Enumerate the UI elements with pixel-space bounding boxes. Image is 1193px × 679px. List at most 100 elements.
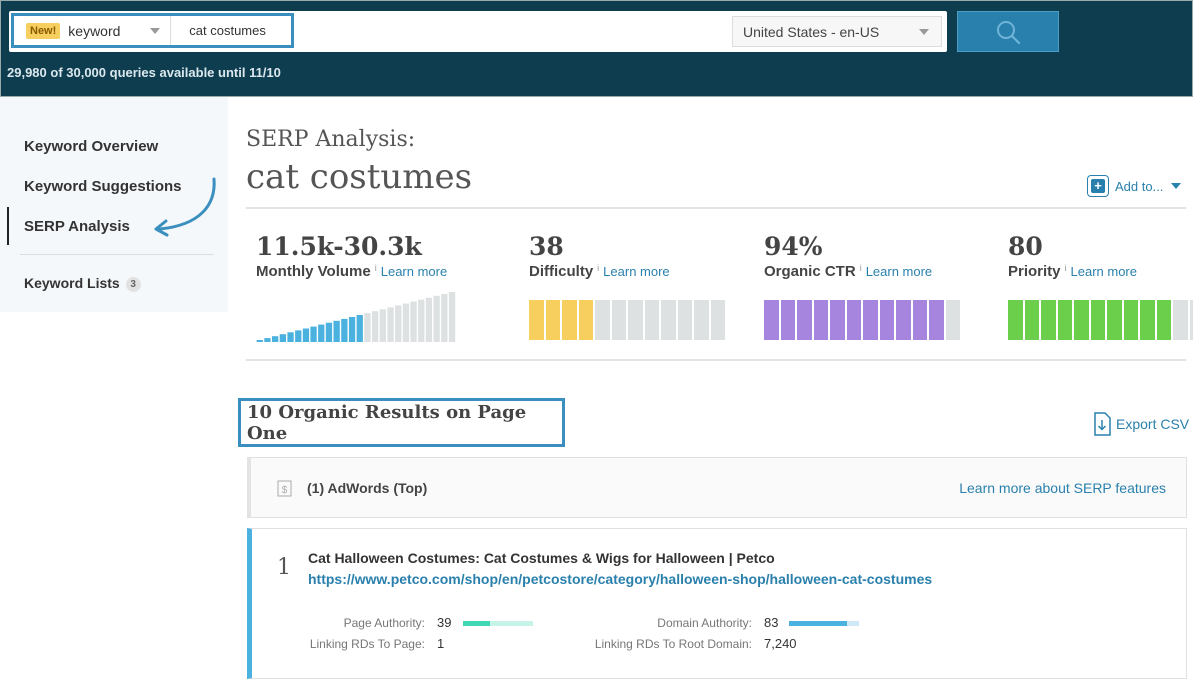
sidebar-item-serp-analysis[interactable]: SERP Analysis [24, 218, 130, 235]
domain-authority-value: 83 [764, 615, 779, 630]
volume-bar [302, 328, 310, 342]
export-csv-button[interactable]: Export CSV [1093, 412, 1189, 436]
learn-more-link[interactable]: Learn more [865, 264, 933, 279]
organic-ctr-bar [764, 300, 960, 340]
sidebar: Keyword Overview Keyword Suggestions SER… [0, 97, 228, 312]
bar-segment [764, 300, 779, 340]
result-card: 1 Cat Halloween Costumes: Cat Costumes &… [247, 528, 1187, 679]
volume-bar [264, 338, 271, 342]
annotation-arrow-icon [154, 177, 216, 237]
bar-segment [694, 300, 709, 340]
difficulty-bar [529, 300, 725, 340]
bar-segment [529, 300, 544, 340]
volume-bar [272, 336, 279, 342]
bar-segment [780, 300, 795, 340]
page-subtitle: SERP Analysis: [246, 127, 416, 152]
adwords-row[interactable]: $ (1) AdWords (Top) Learn more about SER… [247, 457, 1187, 518]
volume-bar [256, 340, 263, 342]
result-rank: 1 [277, 555, 291, 580]
metric-label-row: Organic CTR i Learn more [764, 263, 932, 280]
locale-value: United States - en-US [743, 23, 880, 40]
divider [170, 16, 172, 45]
volume-bar [325, 322, 333, 342]
volume-bar [395, 305, 402, 342]
chevron-down-icon [1171, 183, 1182, 189]
sidebar-item-keyword-suggestions[interactable]: Keyword Suggestions [24, 178, 182, 195]
bar-segment [545, 300, 560, 340]
bar-segment [1057, 300, 1072, 340]
chevron-down-icon [919, 28, 929, 35]
chevron-down-icon [150, 27, 161, 34]
bar-segment [628, 300, 643, 340]
volume-bar [441, 293, 448, 342]
active-indicator [7, 207, 9, 245]
bar-segment [611, 300, 626, 340]
result-title: Cat Halloween Costumes: Cat Costumes & W… [308, 550, 775, 566]
top-search-bar: New! keyword cat costumes United States … [0, 0, 1193, 97]
linking-rds-page-value: 1 [437, 636, 445, 651]
result-url[interactable]: https://www.petco.com/shop/en/petcostore… [308, 571, 933, 587]
bar-segment [1107, 300, 1122, 340]
count-badge: 3 [125, 276, 141, 292]
search-box: New! keyword cat costumes United States … [9, 11, 947, 52]
metric-monthly-volume: 11.5k-30.3k Monthly Volume i Learn more [256, 232, 447, 280]
metric-label: Priority [1008, 263, 1061, 280]
locale-dropdown[interactable]: United States - en-US [732, 16, 942, 47]
divider [246, 207, 1186, 209]
info-icon[interactable]: i [374, 263, 377, 273]
metric-label: Difficulty [529, 263, 594, 280]
page-authority-track [463, 621, 533, 626]
bar-segment [830, 300, 845, 340]
plus-icon: + [1087, 175, 1109, 197]
dollar-icon: $ [277, 480, 292, 497]
bar-segment [661, 300, 676, 340]
search-icon [997, 20, 1021, 44]
page-title: cat costumes [246, 157, 473, 197]
domain-authority-fill [789, 621, 848, 626]
bar-segment [710, 300, 725, 340]
volume-bar [341, 318, 348, 342]
learn-more-link[interactable]: Learn more [603, 264, 670, 279]
sidebar-item-keyword-overview[interactable]: Keyword Overview [24, 138, 159, 155]
bar-segment [595, 300, 610, 340]
volume-bar [348, 317, 356, 342]
linking-rds-page-label: Linking RDs To Page: [309, 637, 425, 651]
bar-segment [929, 300, 944, 340]
bar-segment [1090, 300, 1105, 340]
divider [20, 254, 214, 255]
page-authority-label: Page Authority: [343, 616, 425, 630]
metric-label-row: Difficulty i Learn more [529, 263, 670, 280]
add-to-label: Add to... [1115, 178, 1164, 194]
page-authority-fill [463, 621, 491, 626]
bar-segment [578, 300, 593, 340]
bar-segment [912, 300, 927, 340]
learn-more-link[interactable]: Learn more [380, 264, 448, 279]
bar-segment [1189, 300, 1193, 340]
query-group: New! keyword cat costumes [11, 13, 294, 48]
sidebar-item-keyword-lists[interactable]: Keyword Lists 3 [24, 275, 141, 292]
add-to-button[interactable]: + Add to... [1087, 175, 1182, 197]
info-icon[interactable]: i [597, 263, 600, 273]
volume-bar [410, 301, 417, 342]
sidebar-item-label: Keyword Lists [24, 275, 120, 291]
volume-bar [295, 330, 302, 342]
bar-segment [896, 300, 911, 340]
bar-segment [846, 300, 861, 340]
info-icon[interactable]: i [1064, 263, 1067, 273]
volume-bar [379, 309, 386, 342]
serp-features-link[interactable]: Learn more about SERP features [959, 480, 1166, 496]
search-type-dropdown[interactable]: keyword [68, 23, 161, 39]
search-input[interactable]: cat costumes [189, 23, 266, 38]
metric-value: 11.5k-30.3k [256, 232, 422, 261]
learn-more-link[interactable]: Learn more [1070, 264, 1137, 279]
info-icon[interactable]: i [859, 263, 862, 273]
search-button[interactable] [957, 11, 1059, 52]
volume-chart [256, 292, 456, 342]
volume-bar [310, 326, 317, 342]
metric-label-row: Monthly Volume i Learn more [256, 263, 447, 280]
results-heading-box: 10 Organic Results on Page One [238, 398, 565, 447]
metric-organic-ctr: 94% Organic CTR i Learn more [764, 232, 932, 280]
page-authority-value: 39 [437, 615, 452, 630]
linking-rds-root-label: Linking RDs To Root Domain: [594, 637, 752, 651]
metric-label: Monthly Volume [256, 263, 371, 280]
